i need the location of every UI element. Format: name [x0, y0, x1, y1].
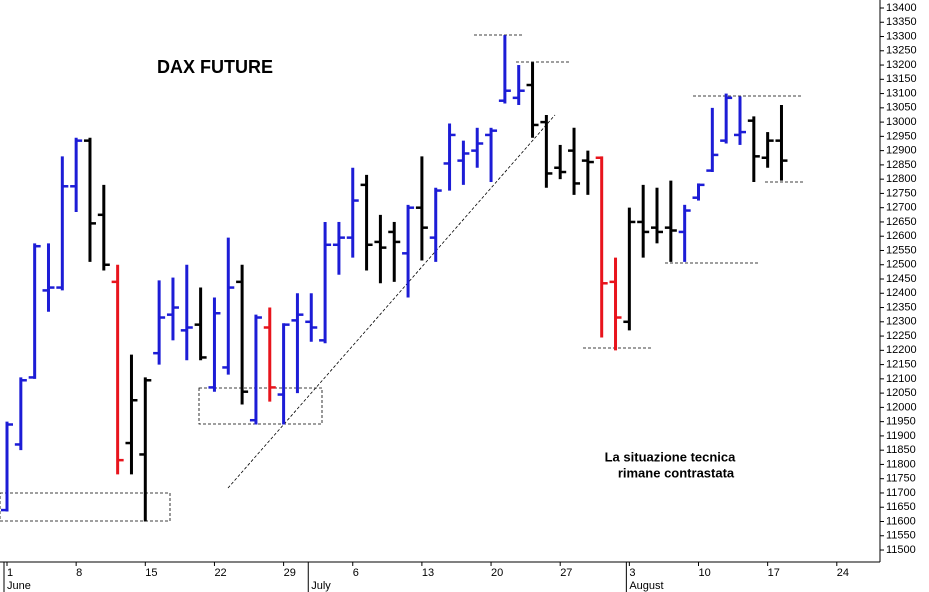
- y-tick-label: 12250: [886, 330, 917, 342]
- chart-title: DAX FUTURE: [157, 57, 273, 77]
- y-tick-label: 13200: [886, 59, 917, 71]
- y-tick-label: 11950: [886, 416, 916, 428]
- y-tick-label: 12650: [886, 216, 917, 228]
- annotation: rimane contrastata: [618, 465, 735, 480]
- y-tick-label: 12450: [886, 273, 917, 285]
- y-tick-label: 12950: [886, 130, 917, 142]
- y-tick-label: 13300: [886, 30, 917, 42]
- y-tick-label: 11750: [886, 473, 916, 485]
- x-tick-label: 27: [560, 567, 572, 579]
- y-tick-label: 12400: [886, 287, 917, 299]
- x-tick-label: 13: [422, 567, 434, 579]
- y-tick-label: 11800: [886, 458, 916, 470]
- y-tick-label: 12750: [886, 187, 917, 199]
- trend-line: [227, 114, 556, 489]
- y-tick-label: 11500: [886, 544, 916, 556]
- y-tick-label: 11650: [886, 501, 916, 513]
- month-label: June: [7, 580, 31, 592]
- range-box: [0, 492, 171, 522]
- y-tick-label: 12200: [886, 344, 917, 356]
- month-label: July: [311, 580, 331, 592]
- x-tick-label: 17: [768, 567, 780, 579]
- x-tick-label: 10: [699, 567, 711, 579]
- y-tick-label: 11550: [886, 530, 916, 542]
- x-tick-label: 3: [629, 567, 635, 579]
- y-tick-label: 12800: [886, 173, 917, 185]
- x-tick-label: 6: [353, 567, 359, 579]
- y-tick-label: 12350: [886, 301, 917, 313]
- x-tick-label: 20: [491, 567, 503, 579]
- y-tick-label: 13050: [886, 102, 917, 114]
- y-tick-label: 12050: [886, 387, 917, 399]
- x-tick-label: 22: [214, 567, 226, 579]
- x-tick-label: 15: [145, 567, 157, 579]
- y-tick-label: 13150: [886, 73, 917, 85]
- y-tick-label: 11600: [886, 515, 916, 527]
- drawings: [0, 34, 803, 522]
- x-tick-label: 29: [284, 567, 296, 579]
- x-tick-label: 24: [837, 567, 849, 579]
- y-tick-label: 12900: [886, 145, 917, 157]
- y-tick-label: 13400: [886, 2, 917, 14]
- range-box: [198, 387, 323, 425]
- y-tick-label: 13250: [886, 45, 917, 57]
- y-tick-label: 12000: [886, 401, 917, 413]
- y-tick-label: 12550: [886, 244, 917, 256]
- y-tick-label: 12700: [886, 202, 917, 214]
- y-tick-label: 12600: [886, 230, 917, 242]
- y-tick-label: 11850: [886, 444, 916, 456]
- y-tick-label: 12300: [886, 316, 917, 328]
- x-tick-label: 8: [76, 567, 82, 579]
- y-tick-label: 13000: [886, 116, 917, 128]
- annotation: La situazione tecnica: [605, 449, 737, 464]
- month-label: August: [629, 580, 663, 592]
- y-tick-label: 13100: [886, 87, 917, 99]
- y-tick-label: 12850: [886, 159, 917, 171]
- y-tick-label: 12100: [886, 373, 917, 385]
- y-tick-label: 12150: [886, 358, 917, 370]
- y-tick-label: 11700: [886, 487, 916, 499]
- y-tick-label: 11900: [886, 430, 916, 442]
- y-tick-label: 12500: [886, 259, 917, 271]
- y-tick-label: 13350: [886, 16, 917, 28]
- x-tick-label: 1: [7, 567, 13, 579]
